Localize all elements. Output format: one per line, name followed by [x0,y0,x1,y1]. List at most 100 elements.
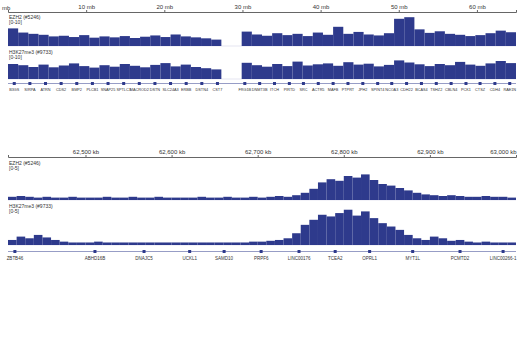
gene-row [8,83,516,84]
gene-glyph [376,82,379,85]
signal-bar [490,242,499,245]
signal-bar [352,216,361,245]
tick: 10 mb [78,4,95,12]
tick-mark [321,10,322,12]
signal-bar [201,68,211,79]
signal-bar [180,198,189,200]
gene-glyph [169,82,172,85]
tick: 62,900 kb [417,149,444,157]
signal-bar [333,27,343,46]
signal-bar [486,63,496,79]
gene-label: ABHD16B [85,256,106,261]
tick-mark [399,10,400,12]
signal-bar [284,197,293,200]
signal-bar [292,233,301,245]
panel: 10 mb20 mb30 mb40 mb50 mb60 mbmbEZH2 (#5… [2,4,517,92]
gene-label: SAMD10 [215,256,234,261]
signal-bar [223,242,232,245]
signal-bar [374,35,384,46]
figure: 10 mb20 mb30 mb40 mb50 mb60 mbmbEZH2 (#5… [0,0,520,350]
signal-bar [482,196,491,200]
gene-label: JPH2 [358,88,367,92]
signal-bar [154,242,163,245]
signal-bar [42,237,51,245]
track: EZH2 (#5246)[0-5] [8,160,516,200]
gene-glyph [153,82,156,85]
tick: 62,500 kb [73,149,100,157]
signal-bar [130,66,140,79]
tick-label: 63,000 kb [490,149,517,155]
tick-mark [516,155,517,157]
gene-label: SNAP25 [101,88,116,92]
gene-glyph [93,250,96,253]
gene-glyph [493,82,496,85]
signal-bar [18,33,28,46]
signal-bar [464,197,473,200]
signal-bar [69,63,79,79]
signal-bar [252,65,262,79]
signal-bar [482,242,491,245]
gene-glyph [143,250,146,253]
signal-bar [181,36,191,46]
gene-glyph [138,82,141,85]
gene-label: CDH22 [400,88,412,92]
signal-bar [456,240,465,245]
signal-bar [137,198,146,200]
signal-bar [284,238,293,245]
gene-glyph [390,82,393,85]
signal-bar [378,184,387,200]
signal-bar [59,66,69,80]
signal-bar [60,198,69,200]
signal-bar [150,35,160,46]
signal-bar [146,242,155,245]
genes: B3GSSIRPAATRNCDS2BMP2PLCB1SNAP25SPTLC3MA… [8,82,516,92]
gene-label: BMP2 [72,88,82,92]
signal-bar [211,69,221,79]
signal-bar [301,225,310,245]
signal-bar [77,242,86,245]
signal-bar [171,66,181,79]
gene-label: PCK1 [461,88,471,92]
signal-bar [89,38,99,46]
tick: 63,000 kb [490,149,517,157]
signal-bar [333,66,343,79]
bars [8,174,516,200]
gene-label: B3GS [9,88,20,92]
signal-bar [49,67,59,79]
gene-label: RAE1N [503,88,516,92]
signal-bar [323,63,333,79]
signal-bar [34,198,43,200]
signal-bar [361,174,370,200]
gene-glyph [459,250,462,253]
gene-glyph [13,82,16,85]
tick-mark [85,155,86,157]
signal-bar [309,189,318,200]
signal-bar [249,197,258,200]
gene-label: TCEA2 [328,256,343,261]
gene-glyph [122,82,125,85]
signal-bar [111,198,120,200]
signal-bar [455,62,465,79]
gene-glyph [334,250,337,253]
signal-bar [374,66,384,79]
gene-label: CTSZ [475,88,486,92]
gene-label: BCAS4 [415,88,427,92]
gene-glyph [411,250,414,253]
gene-glyph [405,82,408,85]
signal-bar [103,242,112,245]
signal-bar [28,34,38,46]
signal-bar [140,67,150,79]
signal-bar [206,242,215,245]
signal-bar [465,65,475,79]
gene-glyph [435,82,438,85]
signal-bar [120,198,129,200]
tick: 30 mb [235,4,252,12]
signal-bar [353,32,363,46]
signal-bar [394,19,404,46]
gene-label: DNAJC5 [135,256,153,261]
signal-bar [404,190,413,200]
x-axis: 10 mb20 mb30 mb40 mb50 mb60 mb [9,4,517,13]
tick-mark [258,155,259,157]
signal-bar [110,67,120,79]
tick: 40 mb [313,4,330,12]
